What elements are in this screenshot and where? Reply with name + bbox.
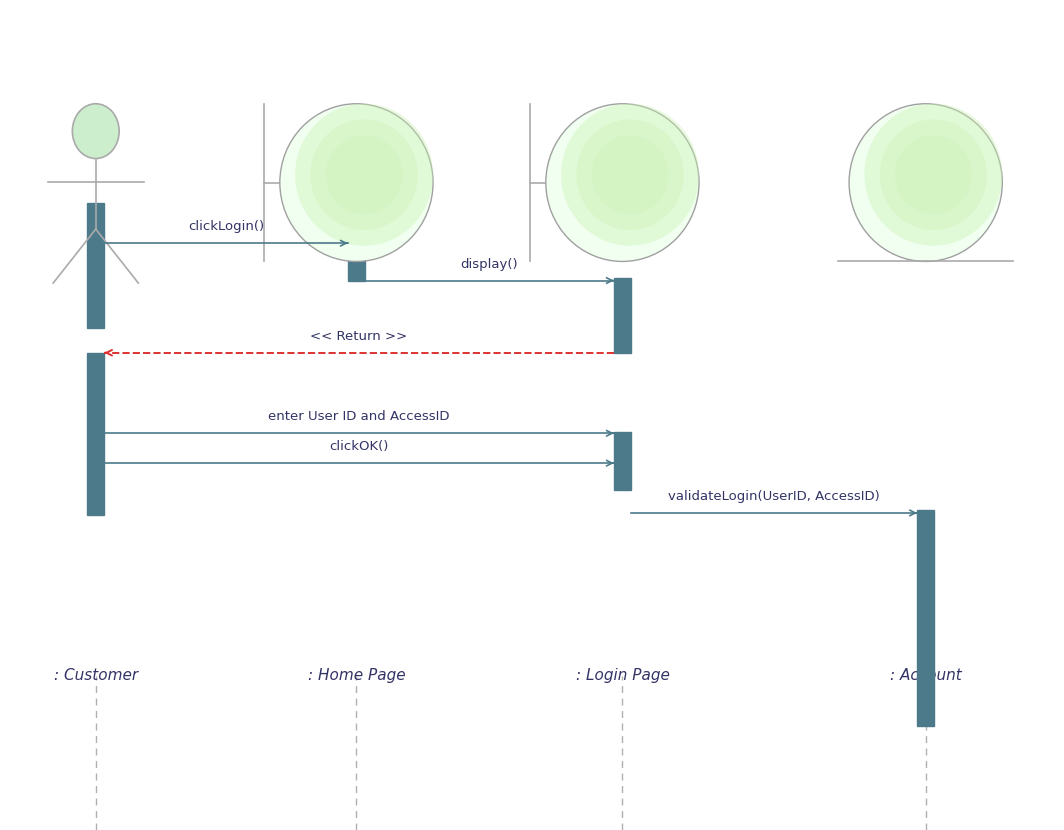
Text: clickLogin(): clickLogin() [188, 220, 264, 233]
Text: display(): display() [461, 257, 518, 271]
Ellipse shape [546, 104, 699, 261]
Ellipse shape [864, 104, 1002, 246]
Text: : Account: : Account [890, 668, 962, 683]
Ellipse shape [895, 135, 971, 214]
Ellipse shape [592, 135, 668, 214]
Ellipse shape [849, 104, 1002, 261]
Ellipse shape [311, 120, 418, 230]
Ellipse shape [880, 120, 987, 230]
Text: << Return >>: << Return >> [311, 330, 408, 343]
Bar [614, 432, 631, 490]
Bar [348, 242, 365, 281]
Text: : Login Page: : Login Page [576, 668, 669, 683]
Text: clickOK(): clickOK() [330, 440, 388, 453]
Ellipse shape [280, 104, 433, 261]
Text: : Home Page: : Home Page [307, 668, 405, 683]
Bar [87, 203, 104, 328]
Ellipse shape [561, 104, 699, 246]
Text: validateLogin(UserID, AccessID): validateLogin(UserID, AccessID) [668, 490, 880, 503]
Ellipse shape [295, 104, 433, 246]
Ellipse shape [326, 135, 402, 214]
Bar [87, 353, 104, 515]
Bar [917, 510, 934, 726]
Bar [614, 278, 631, 353]
Ellipse shape [577, 120, 684, 230]
Ellipse shape [72, 104, 119, 159]
Text: : Customer: : Customer [53, 668, 138, 683]
Text: enter User ID and AccessID: enter User ID and AccessID [268, 410, 450, 423]
